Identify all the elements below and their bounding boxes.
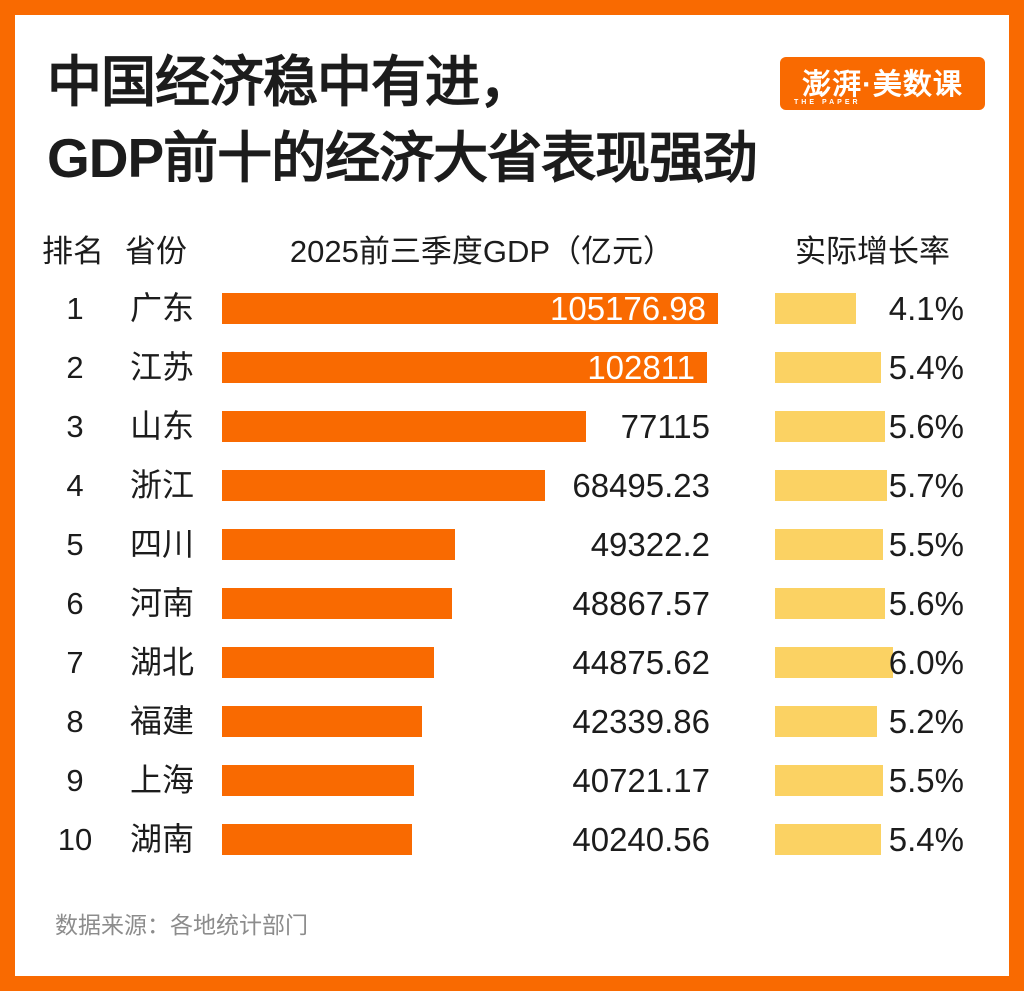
rank-label: 9 [66, 763, 84, 798]
growth-value-label: 5.6% [888, 408, 964, 445]
column-header-province: 省份 [125, 234, 187, 269]
rank-label: 1 [66, 291, 84, 326]
gdp-bar [222, 706, 422, 737]
table-row: 8 福建 42339.86 5.2% [0, 703, 1024, 740]
page-title: 中国经济稳中有进， GDP前十的经济大省表现强劲 [47, 44, 758, 196]
gdp-bar [222, 765, 414, 796]
rank-label: 6 [66, 586, 84, 621]
province-label: 河南 [130, 585, 195, 621]
gdp-bar [222, 293, 718, 324]
province-label: 福建 [130, 703, 195, 739]
growth-bar [775, 647, 893, 678]
growth-bar [775, 588, 885, 619]
growth-value-label: 5.7% [888, 467, 964, 504]
province-label: 浙江 [130, 467, 195, 503]
table-row: 4 浙江 68495.23 5.7% [0, 467, 1024, 504]
gdp-value-label: 48867.57 [572, 585, 710, 622]
title-line-1: 中国经济稳中有进， [47, 51, 534, 113]
table-row: 2 江苏 102811 5.4% [0, 349, 1024, 386]
province-label: 湖南 [130, 821, 195, 857]
growth-bar [775, 706, 877, 737]
gdp-bar [222, 470, 545, 501]
growth-value-label: 4.1% [888, 290, 964, 327]
province-label: 上海 [130, 762, 195, 798]
logo-subtext: THE PAPER [794, 99, 861, 106]
data-source-note: 数据来源：各地统计部门 [55, 912, 308, 938]
gdp-value-label: 42339.86 [572, 703, 710, 740]
rank-label: 3 [66, 409, 84, 444]
province-label: 江苏 [130, 349, 195, 385]
gdp-bar [222, 647, 434, 678]
gdp-bar [222, 824, 412, 855]
gdp-value-label: 105176.98 [550, 290, 706, 327]
province-label: 湖北 [130, 644, 195, 680]
growth-value-label: 5.4% [888, 821, 964, 858]
province-label: 广东 [130, 290, 195, 326]
gdp-bar [222, 411, 586, 442]
title-line-2: GDP前十的经济大省表现强劲 [47, 127, 758, 189]
gdp-value-label: 77115 [620, 408, 710, 445]
rank-label: 8 [66, 704, 84, 739]
gdp-value-label: 40721.17 [572, 762, 710, 799]
province-label: 山东 [130, 408, 195, 444]
gdp-value-label: 102811 [587, 349, 695, 386]
province-label: 四川 [130, 526, 195, 562]
thepaper-logo: 澎湃·美数课 THE PAPER [780, 57, 985, 110]
table-row: 3 山东 77115 5.6% [0, 408, 1024, 445]
growth-bar [775, 411, 885, 442]
growth-bar [775, 352, 881, 383]
growth-value-label: 5.2% [888, 703, 964, 740]
growth-bar [775, 470, 887, 501]
column-header-rank: 排名 [42, 234, 104, 269]
gdp-bar [222, 588, 452, 619]
gdp-bar [222, 352, 707, 383]
growth-bar [775, 529, 883, 560]
gdp-bar [222, 529, 455, 560]
table-row: 5 四川 49322.2 5.5% [0, 526, 1024, 563]
gdp-value-label: 44875.62 [572, 644, 710, 681]
column-header-gdp: 2025前三季度GDP（亿元） [289, 234, 675, 269]
growth-value-label: 5.5% [888, 526, 964, 563]
growth-value-label: 5.4% [888, 349, 964, 386]
gdp-value-label: 40240.56 [572, 821, 710, 858]
growth-bar [775, 765, 883, 796]
rank-label: 5 [66, 527, 84, 562]
table-row: 9 上海 40721.17 5.5% [0, 762, 1024, 799]
table-row: 1 广东 105176.98 4.1% [0, 290, 1024, 327]
table-row: 6 河南 48867.57 5.6% [0, 585, 1024, 622]
rank-label: 10 [57, 822, 93, 857]
table-row: 7 湖北 44875.62 6.0% [0, 644, 1024, 681]
gdp-value-label: 49322.2 [590, 526, 710, 563]
growth-bar [775, 824, 881, 855]
rank-label: 7 [66, 645, 84, 680]
rank-label: 2 [66, 350, 84, 385]
growth-value-label: 5.6% [888, 585, 964, 622]
growth-bar [775, 293, 856, 324]
gdp-value-label: 68495.23 [572, 467, 710, 504]
growth-value-label: 6.0% [888, 644, 964, 681]
logo-text: 澎湃·美数课 [802, 68, 963, 101]
table-row: 10 湖南 40240.56 5.4% [0, 821, 1024, 858]
growth-value-label: 5.5% [888, 762, 964, 799]
rank-label: 4 [66, 468, 84, 503]
column-header-growth: 实际增长率 [795, 234, 950, 269]
